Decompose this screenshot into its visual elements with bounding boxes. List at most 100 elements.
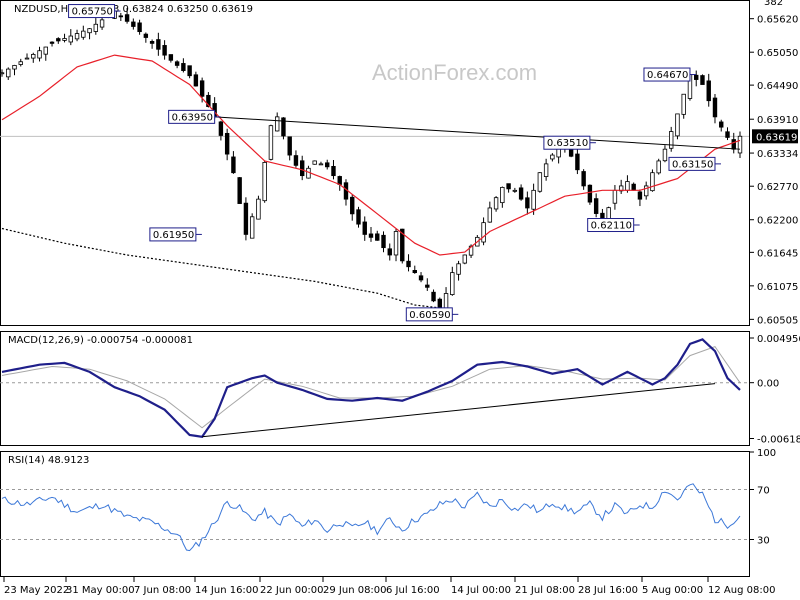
candle-body [149, 41, 155, 44]
candle-body [387, 248, 392, 256]
moving-average-line [1, 54, 741, 256]
candle-body [68, 35, 73, 43]
price-label-text: 0.60590 [409, 310, 450, 321]
candle-body [550, 154, 555, 160]
candle-body [506, 183, 511, 190]
macd-tick-label: 0.004956 [757, 334, 800, 345]
price-tick-label: 0.65620 [757, 15, 798, 26]
candle-body [650, 172, 655, 192]
rsi-title: RSI(14) 48.9123 [8, 455, 89, 466]
candle-body [262, 162, 267, 202]
time-tick-label: 23 May 2022 [4, 585, 69, 596]
candle-body [43, 46, 48, 55]
candle-body [6, 68, 11, 78]
time-tick-label: 14 Jun 16:00 [195, 585, 259, 596]
candle-body [249, 216, 255, 239]
corner-number: 382 [764, 0, 783, 8]
price-label-text: 0.64670 [647, 70, 688, 81]
candle-body [12, 65, 17, 70]
candle-body [318, 163, 324, 166]
candle-body [268, 125, 274, 160]
price-tick-label: 0.61645 [757, 248, 798, 259]
candle-body [375, 233, 380, 241]
price-tick-label: 0.63910 [757, 115, 798, 126]
candle-body [231, 156, 236, 174]
candle-body [543, 163, 549, 177]
candle-body [706, 80, 711, 102]
candle-body [312, 160, 317, 165]
candle-body [350, 196, 355, 215]
price-axis: 0.65620 0.65050 0.64490 0.63910 0.63334 0.627… [749, 15, 798, 326]
candle-body [719, 121, 724, 128]
candle-body [694, 74, 699, 80]
time-tick-label: 7 Jun 08:00 [134, 585, 191, 596]
candle-body [656, 160, 661, 174]
price-series [0, 7, 743, 321]
candle-body [331, 165, 336, 177]
candle-body [431, 291, 436, 302]
price-tick-label: 0.61075 [757, 282, 798, 293]
time-tick-label: 14 Jul 00:00 [451, 585, 511, 596]
candle-body [118, 15, 124, 18]
candle-body [637, 191, 643, 200]
long-moving-average-line [1, 227, 440, 309]
rsi-tick-label: 100 [757, 448, 776, 459]
price-label-text: 0.62110 [591, 221, 632, 232]
candle-body [143, 33, 149, 38]
candle-body [625, 181, 630, 191]
rsi-panel[interactable] [0, 451, 750, 577]
candle-body [675, 113, 680, 137]
candle-body [181, 63, 186, 71]
macd-tick-label: 0.00 [757, 379, 779, 390]
candle-body [31, 54, 36, 59]
candle-body [37, 50, 42, 59]
price-label-text: 0.63150 [672, 159, 713, 170]
price-panel[interactable] [0, 0, 750, 326]
candle-body [500, 186, 505, 204]
candle-body [493, 197, 499, 210]
candle-body [74, 33, 80, 40]
candle-body [525, 197, 530, 209]
candle-body [218, 121, 224, 136]
candle-body [131, 21, 136, 27]
candle-body [700, 75, 705, 85]
candle-body [237, 177, 242, 204]
candle-body [62, 38, 67, 41]
time-tick-label: 21 Jul 08:00 [515, 585, 575, 596]
time-tick-label: 29 Jun 08:00 [323, 585, 387, 596]
macd-title: MACD(12,26,9) -0.000754 -0.000081 [8, 335, 193, 346]
candle-body [631, 183, 636, 191]
candle-body [24, 57, 30, 60]
price-labels: 0.65750 0.63950 0.61950 0.60590 0.63510 0.621… [68, 4, 721, 322]
candle-body [393, 231, 399, 256]
time-tick-label: 6 Jul 16:00 [386, 585, 440, 596]
candle-body [531, 189, 536, 210]
candle-body [137, 22, 142, 33]
symbol-label: NZDUSD,H4 [14, 4, 74, 15]
candle-body [81, 30, 86, 38]
candle-body [593, 198, 599, 214]
candle-body [725, 131, 730, 138]
macd-panel[interactable] [0, 331, 750, 446]
candle-body [487, 207, 493, 223]
macd-trendline [202, 383, 716, 438]
candle-body [56, 38, 61, 42]
time-tick-label: 22 Jun 00:00 [260, 585, 324, 596]
price-tick-label: 0.60505 [757, 315, 798, 326]
candle-body [174, 61, 180, 66]
candle-body [337, 176, 342, 185]
candle-body [281, 117, 286, 137]
candle-body [712, 97, 718, 118]
candle-body [587, 184, 593, 203]
price-tick-label: 0.64490 [757, 81, 798, 92]
price-trendline [214, 116, 741, 150]
candle-body [162, 45, 167, 56]
macd-axis: 0.004956 0.00 -0.006189 [749, 334, 800, 445]
candle-body [368, 233, 374, 238]
candle-body [356, 209, 361, 225]
macd-series [0, 338, 749, 438]
price-label-text: 0.61950 [153, 230, 194, 241]
candle-body [556, 148, 561, 158]
